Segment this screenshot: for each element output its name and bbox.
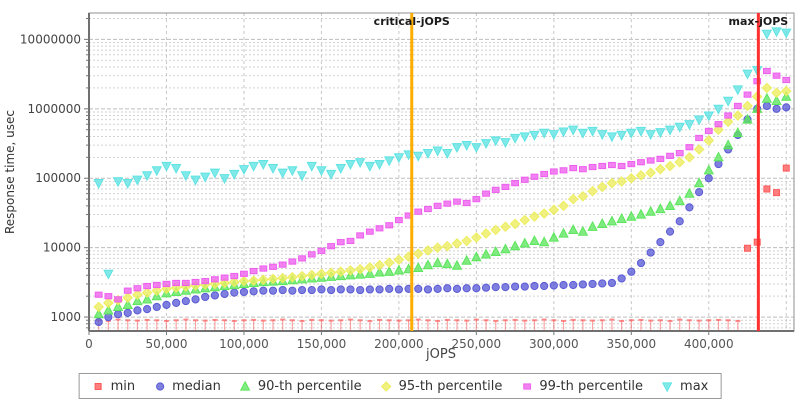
svg-text:350,000: 350,000 [606, 337, 656, 351]
legend-item-99-th-percentile: 99-th percentile [520, 379, 643, 394]
x-axis-title: jOPS [425, 347, 456, 362]
svg-text:10000: 10000 [43, 241, 81, 255]
legend-item-95-th-percentile: 95-th percentile [380, 378, 503, 394]
svg-text:1000: 1000 [50, 310, 81, 324]
legend-item-max: max [661, 379, 708, 394]
series-min [96, 164, 790, 330]
legend-label: 90-th percentile [257, 378, 362, 394]
svg-text:100000: 100000 [35, 171, 81, 185]
chart-legend: min median 90-th percentile 95-th percentil… [78, 373, 722, 399]
annotation-label-max-jOPS: max-jOPS [729, 15, 789, 28]
series-median [94, 101, 791, 327]
annotation-label-critical-jOPS: critical-jOPS [374, 15, 450, 28]
90-th-percentile-marker-icon [240, 380, 251, 391]
plot-border [88, 12, 795, 332]
svg-text:200,000: 200,000 [374, 337, 424, 351]
legend-label: median [172, 378, 221, 394]
svg-text:400,000: 400,000 [684, 337, 734, 351]
svg-text:300,000: 300,000 [529, 337, 579, 351]
svg-text:250,000: 250,000 [452, 337, 502, 351]
median-marker-icon [155, 381, 164, 391]
legend-item-min: min [92, 378, 136, 394]
data-series [93, 27, 792, 330]
svg-text:50,000: 50,000 [145, 337, 187, 351]
legend-item-median: median [153, 379, 221, 394]
legend-item-90-th-percentile: 90-th percentile [239, 379, 362, 394]
legend-label: min [110, 378, 136, 394]
annotation-lines: critical-jOPS max-jOPS [374, 13, 789, 331]
max-marker-icon [662, 381, 673, 392]
legend-label: 95-th percentile [398, 378, 503, 394]
series-max [93, 27, 792, 280]
95-th-percentile-marker-icon [380, 380, 392, 392]
svg-text:1000000: 1000000 [28, 102, 81, 116]
svg-text:10000000: 10000000 [20, 32, 81, 46]
series-95-th-percentile [93, 82, 792, 313]
svg-text:150,000: 150,000 [297, 337, 347, 351]
svg-text:100,000: 100,000 [219, 337, 269, 351]
legend-label: 99-th percentile [539, 378, 644, 394]
svg-text:0: 0 [85, 337, 93, 351]
min-marker-icon [94, 382, 102, 390]
response-time-chart: 0 50,000 100,000 150,000 200,000 250,000 300,0… [3, 12, 795, 362]
axis-ticks: 0 50,000 100,000 150,000 200,000 250,000 300,0… [20, 17, 734, 351]
y-axis-title: Response time, usec [3, 110, 17, 234]
99-th-percentile-marker-icon [522, 382, 531, 390]
legend-label: max [680, 378, 709, 394]
